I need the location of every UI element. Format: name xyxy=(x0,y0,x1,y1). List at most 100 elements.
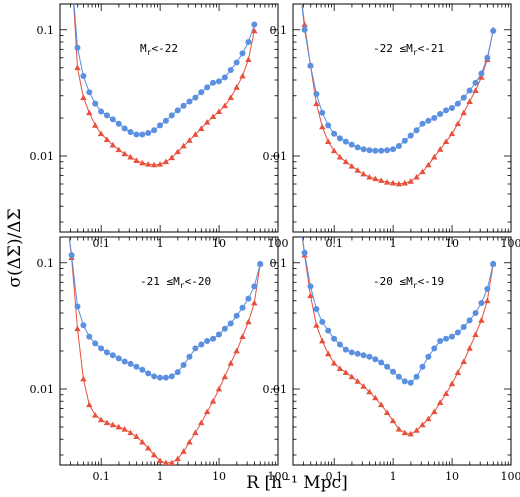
series-red-point xyxy=(401,179,409,186)
series-blue-point xyxy=(174,369,181,376)
series-blue-point xyxy=(186,353,193,360)
plot-area xyxy=(301,4,497,187)
series-blue-line xyxy=(73,4,255,135)
series-red-point xyxy=(319,337,326,344)
series-blue-point xyxy=(466,317,473,324)
series-red-point xyxy=(360,383,367,389)
panel-label-sub: r xyxy=(180,281,185,290)
series-red-point xyxy=(342,369,350,375)
series-red-point xyxy=(174,455,181,462)
series-blue-point xyxy=(215,331,222,338)
series-blue-point xyxy=(109,352,116,359)
series-blue-point xyxy=(448,105,455,112)
series-blue-point xyxy=(360,146,367,153)
series-red-point xyxy=(145,444,152,451)
series-blue-point xyxy=(466,87,473,94)
series-blue-point xyxy=(484,285,491,292)
series-red-point xyxy=(145,161,152,167)
series-red-point xyxy=(174,148,181,155)
series-red-point xyxy=(354,167,361,173)
series-blue-point xyxy=(431,345,438,352)
series-blue-point xyxy=(227,320,234,327)
series-red-point xyxy=(336,365,344,372)
series-blue-point xyxy=(490,260,497,267)
series-red-point xyxy=(198,419,205,426)
series-red-point xyxy=(162,459,169,465)
series-blue-point xyxy=(115,355,122,362)
series-red-point xyxy=(413,173,420,180)
series-blue-point xyxy=(204,338,211,345)
series-blue-point xyxy=(103,349,110,356)
series-blue-point xyxy=(92,100,99,107)
series-blue-point xyxy=(74,44,81,51)
series-blue-point xyxy=(174,107,181,114)
series-blue-point xyxy=(384,147,391,154)
series-blue-point xyxy=(251,21,258,28)
series-red-point xyxy=(313,100,320,107)
series-blue-point xyxy=(413,127,420,134)
panel-label-pre: M xyxy=(140,42,147,55)
series-red-point xyxy=(121,426,128,432)
series-red-point xyxy=(319,123,326,130)
y-tick-label: 0.1 xyxy=(37,257,55,270)
panel-label-sub: r xyxy=(413,281,418,290)
series-red-point xyxy=(227,94,234,101)
series-blue-point xyxy=(251,283,258,290)
series-red-point xyxy=(109,141,117,148)
series-blue-point xyxy=(490,27,497,34)
series-red-point xyxy=(168,459,175,465)
series-blue-point xyxy=(233,59,240,66)
series-red-point xyxy=(372,394,379,401)
series-red-point xyxy=(233,347,240,354)
series-red-point xyxy=(121,150,128,157)
series-blue-point xyxy=(86,89,93,96)
series-red-point xyxy=(186,137,193,143)
x-tick-label: 0.1 xyxy=(92,470,110,483)
series-blue-point xyxy=(325,327,332,334)
series-blue-point xyxy=(478,70,485,77)
series-blue-point xyxy=(395,373,402,380)
series-red-point xyxy=(86,109,93,116)
series-blue-point xyxy=(401,378,408,385)
series-blue-point xyxy=(133,363,140,370)
series-red-point xyxy=(97,416,105,423)
series-blue-point xyxy=(139,366,146,373)
series-blue-point xyxy=(395,143,402,150)
series-blue-point xyxy=(419,120,426,127)
plot-area xyxy=(68,237,264,465)
series-blue-point xyxy=(239,50,246,57)
series-red-point xyxy=(133,157,140,163)
series-blue-point xyxy=(109,116,116,123)
series-blue-point xyxy=(198,341,205,348)
series-blue-point xyxy=(162,117,169,124)
series-red-point xyxy=(239,333,246,340)
series-red-point xyxy=(442,138,450,145)
series-red-point xyxy=(198,125,205,131)
series-blue-point xyxy=(331,335,338,342)
series-red-point xyxy=(366,388,373,395)
x-axis-title: R [h⁻¹ Mpc] xyxy=(246,473,347,493)
series-red-point xyxy=(448,380,456,387)
series-blue-point xyxy=(227,67,234,74)
series-red-point xyxy=(221,373,229,380)
series-red-point xyxy=(239,72,246,79)
series-blue-point xyxy=(319,318,326,325)
series-red-point xyxy=(74,325,81,332)
series-blue-point xyxy=(460,323,467,330)
series-blue-point xyxy=(354,144,361,151)
series-red-point xyxy=(91,122,99,128)
series-red-point xyxy=(472,331,479,337)
series-red-point xyxy=(419,421,426,428)
series-red-point xyxy=(431,408,438,415)
series-blue-point xyxy=(157,122,164,129)
series-blue-point xyxy=(448,333,455,340)
series-blue-point xyxy=(425,117,432,124)
series-red-point xyxy=(330,360,338,366)
series-blue-point xyxy=(331,130,338,137)
series-blue-point xyxy=(139,131,146,138)
panel-label-post: <-20 xyxy=(185,275,212,288)
y-axis-title: σ(ΔΣ)/ΔΣ xyxy=(5,208,25,287)
